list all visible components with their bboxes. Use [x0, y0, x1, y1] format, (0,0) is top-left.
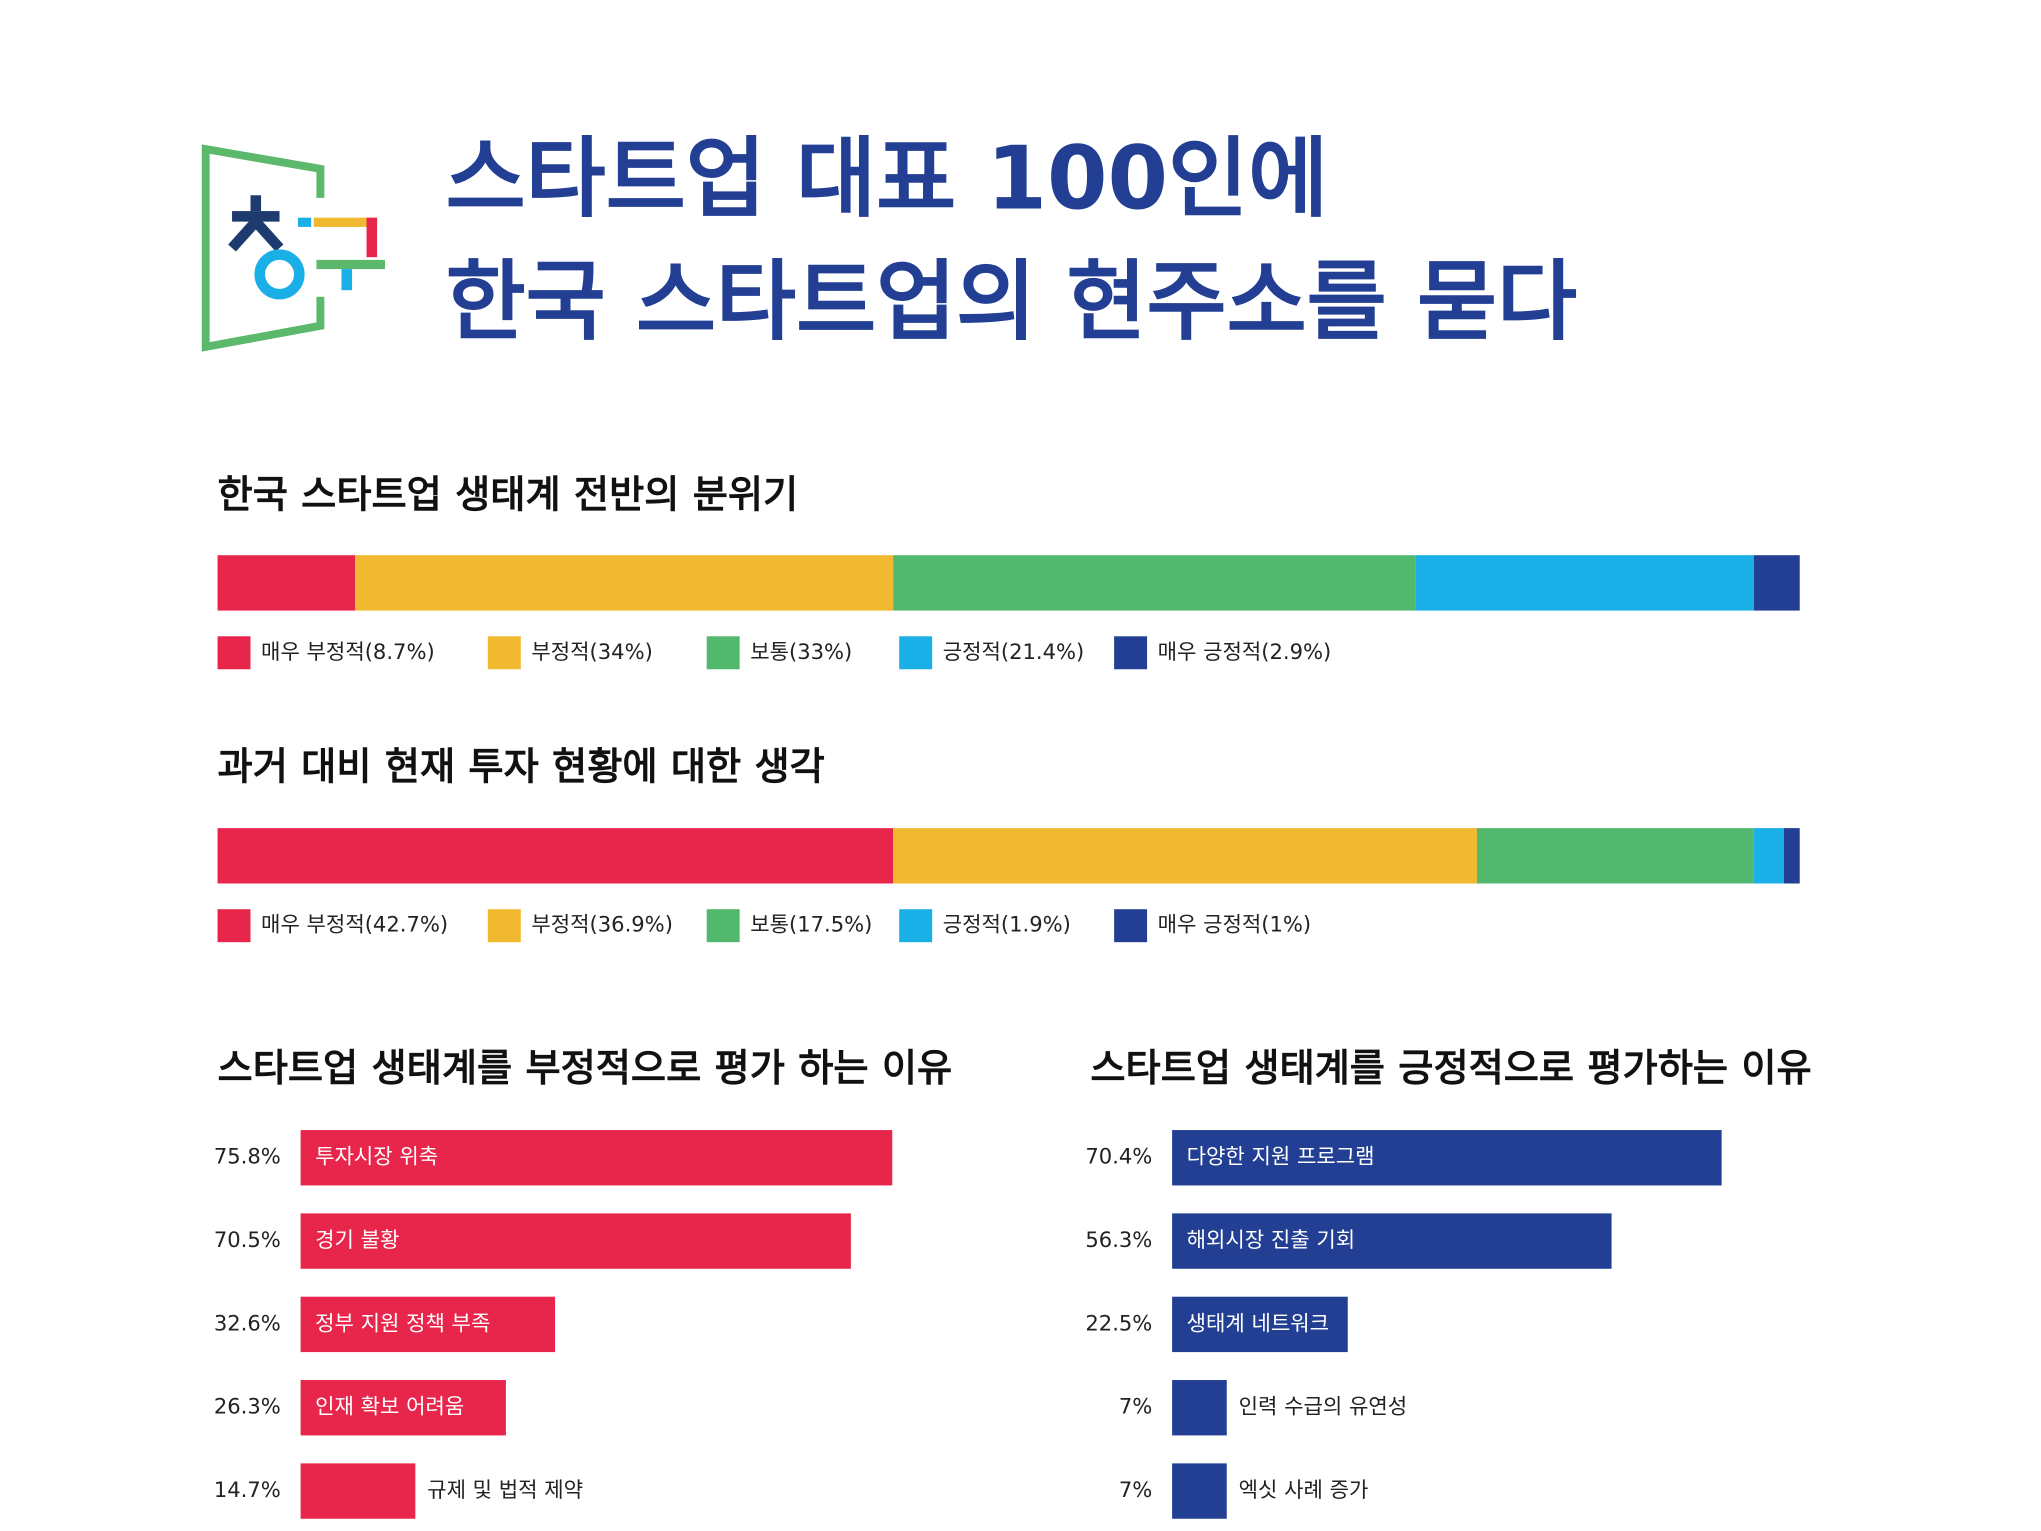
bar-segment [1415, 555, 1754, 611]
value-label: 70.5% [214, 1227, 281, 1252]
legend-swatch [1114, 636, 1148, 670]
legend-swatch [487, 909, 521, 943]
logo-shape [341, 269, 353, 291]
bar-segment [217, 828, 894, 884]
value-label: 75.8% [214, 1144, 281, 1169]
logo-frame [201, 144, 325, 352]
legend-label: 긍정적(1.9%) [943, 912, 1071, 937]
category-label: 정부 지원 정책 부족 [315, 1310, 490, 1335]
bar-segment [355, 555, 894, 611]
bar [300, 1130, 893, 1186]
category-label: 다양한 지원 프로그램 [1187, 1144, 1375, 1169]
legend-swatch [487, 636, 521, 670]
legend-swatch [899, 636, 933, 670]
legend-swatch [899, 909, 933, 943]
category-label: 인재 확보 어려움 [315, 1394, 464, 1419]
legend-swatch [706, 909, 740, 943]
logo [201, 144, 385, 352]
value-label: 56.3% [1085, 1227, 1152, 1252]
legend-label: 매우 부정적(42.7%) [261, 912, 448, 937]
logo-shape [313, 217, 378, 227]
title-line: 한국 스타트업의 현주소를 묻다 [446, 250, 1577, 352]
category-label: 투자시장 위축 [315, 1144, 438, 1169]
value-label: 7% [1119, 1477, 1152, 1502]
category-label: 규제 및 법적 제약 [427, 1477, 583, 1502]
bar [1172, 1130, 1722, 1186]
value-label: 26.3% [214, 1394, 281, 1419]
logo-shape [250, 195, 262, 212]
bar [300, 1296, 556, 1353]
bar-segment [1753, 555, 1800, 611]
chart-title: 한국 스타트업 생태계 전반의 분위기 [218, 474, 799, 518]
bar-segment [1753, 828, 1784, 884]
bar-segment [217, 555, 356, 611]
bar [1172, 1213, 1612, 1269]
legend-swatch [217, 636, 251, 670]
bar [300, 1380, 506, 1436]
value-label: 14.7% [214, 1477, 281, 1502]
logo-shape [366, 217, 378, 258]
legend-label: 긍정적(21.4%) [943, 639, 1085, 664]
legend-label: 보통(17.5%) [750, 912, 872, 937]
value-label: 22.5% [1085, 1310, 1152, 1335]
legend-swatch [1114, 909, 1148, 943]
legend-label: 부정적(34%) [531, 639, 652, 664]
legend-label: 매우 긍정적(2.9%) [1158, 639, 1332, 664]
value-label: 7% [1119, 1394, 1152, 1419]
chart-title: 스타트업 생태계를 긍정적으로 평가하는 이유 [1090, 1047, 1811, 1091]
legend-label: 부정적(36.9%) [531, 912, 673, 937]
legend-label: 보통(33%) [750, 639, 852, 664]
bar-segment [1783, 828, 1800, 884]
legend-swatch [706, 636, 740, 670]
value-label: 70.4% [1085, 1144, 1152, 1169]
bar [1172, 1463, 1227, 1519]
bar [300, 1213, 851, 1269]
bar-segment [893, 828, 1477, 884]
category-label: 인력 수급의 유연성 [1239, 1394, 1408, 1419]
legend-label: 매우 부정적(8.7%) [261, 639, 435, 664]
chart-title: 스타트업 생태계를 부정적으로 평가 하는 이유 [218, 1047, 953, 1091]
chart-title: 과거 대비 현재 투자 현황에 대한 생각 [218, 745, 825, 789]
bar [300, 1463, 416, 1519]
legend-label: 매우 긍정적(1%) [1158, 912, 1312, 937]
legend-swatch [217, 909, 251, 943]
logo-shape [316, 259, 385, 270]
bar-segment [893, 555, 1416, 611]
category-label: 경기 불황 [315, 1227, 399, 1252]
logo-shape [254, 249, 305, 300]
bar [1172, 1296, 1348, 1353]
logo-shape [232, 211, 280, 222]
category-label: 해외시장 진출 기회 [1187, 1227, 1356, 1252]
bar [1172, 1380, 1227, 1436]
category-label: 엑싯 사례 증가 [1239, 1477, 1369, 1502]
bar-segment [1476, 828, 1754, 884]
category-label: 생태계 네트워크 [1187, 1310, 1329, 1335]
logo-shape [228, 218, 284, 252]
title-line: 스타트업 대표 100인에 [446, 128, 1329, 230]
logo-shape [297, 217, 312, 227]
value-label: 32.6% [214, 1310, 281, 1335]
